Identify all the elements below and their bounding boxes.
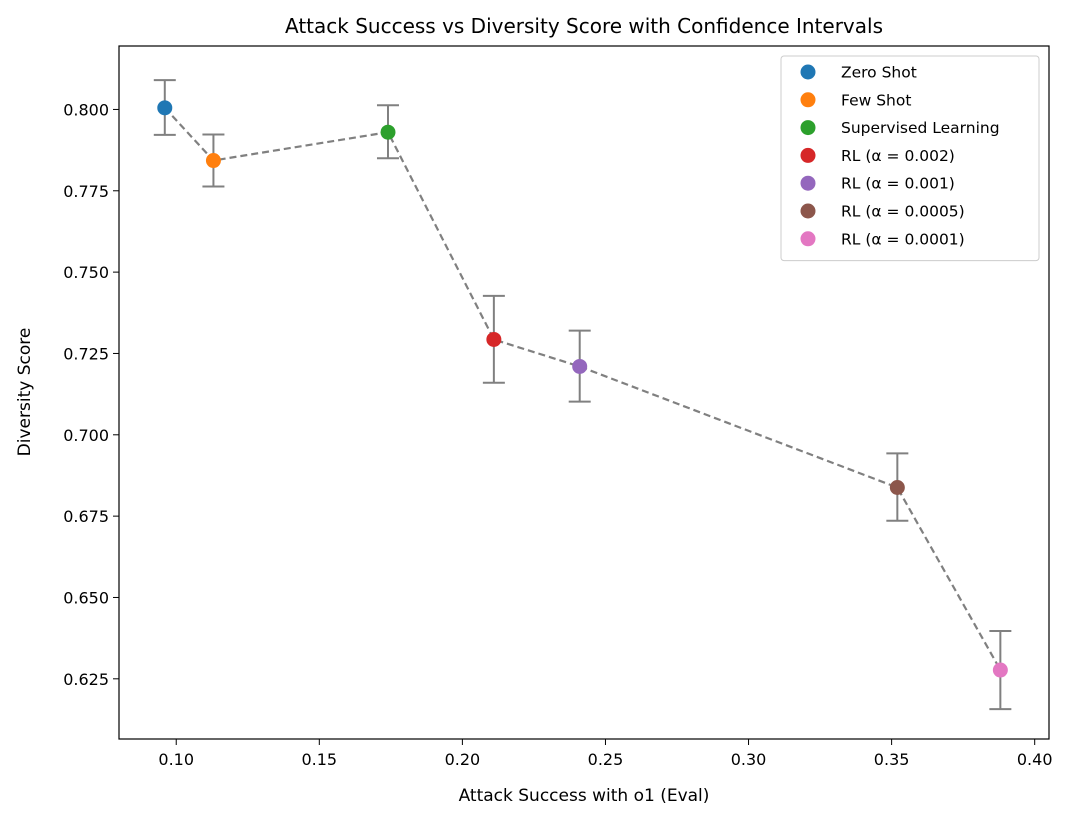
- legend-marker: [800, 231, 816, 247]
- legend-marker: [800, 92, 816, 108]
- data-point: [889, 480, 905, 496]
- y-tick-label: 0.650: [63, 588, 109, 607]
- y-tick-label: 0.675: [63, 507, 109, 526]
- legend-marker: [800, 147, 816, 163]
- legend-item: RL (α = 0.002): [800, 147, 955, 165]
- legend-marker: [800, 120, 816, 136]
- x-tick-label: 0.40: [1017, 750, 1053, 769]
- y-tick-label: 0.700: [63, 426, 109, 445]
- data-point: [157, 100, 173, 116]
- y-axis-label: Diversity Score: [15, 328, 35, 457]
- x-tick-label: 0.20: [445, 750, 481, 769]
- plot-area: 0.10 0.15 0.20 0.25 0.30 0.35 0.40 0.625 0.650 0.…: [63, 45, 1053, 769]
- data-point: [205, 153, 221, 169]
- y-tick-label: 0.800: [63, 100, 109, 119]
- chart-title: Attack Success vs Diversity Score with C…: [285, 14, 883, 38]
- legend-item: RL (α = 0.0001): [800, 230, 965, 248]
- data-point: [486, 331, 502, 347]
- legend-box: [780, 55, 1040, 262]
- legend-label: RL (α = 0.002): [841, 147, 955, 165]
- data-point: [992, 662, 1008, 678]
- legend-item: Supervised Learning: [800, 119, 1000, 137]
- legend: Zero Shot Few Shot Supervised Learning RL (…: [780, 55, 1040, 262]
- legend-item: Zero Shot: [800, 64, 917, 82]
- legend-label: RL (α = 0.0005): [841, 203, 965, 221]
- x-tick-label: 0.25: [588, 750, 624, 769]
- legend-label: Zero Shot: [841, 64, 917, 82]
- x-tick-label: 0.10: [158, 750, 194, 769]
- legend-label: RL (α = 0.0001): [841, 230, 965, 248]
- legend-item: RL (α = 0.0005): [800, 203, 965, 221]
- legend-label: RL (α = 0.001): [841, 175, 955, 193]
- data-point: [572, 358, 588, 374]
- legend-label: Supervised Learning: [841, 119, 1000, 137]
- x-tick-label: 0.35: [874, 750, 910, 769]
- y-tick-label: 0.750: [63, 263, 109, 282]
- legend-marker: [800, 203, 816, 219]
- y-tick-label: 0.625: [63, 670, 109, 689]
- plot-frame: [118, 45, 1050, 740]
- x-tick-label: 0.15: [301, 750, 337, 769]
- y-tick-label: 0.775: [63, 182, 109, 201]
- data-point: [380, 124, 396, 140]
- legend-item: RL (α = 0.001): [800, 175, 955, 193]
- x-axis-label: Attack Success with o1 (Eval): [459, 786, 710, 806]
- legend-marker: [800, 175, 816, 191]
- legend-label: Few Shot: [841, 91, 911, 109]
- y-tick-label: 0.725: [63, 344, 109, 363]
- legend-marker: [800, 64, 816, 80]
- legend-item: Few Shot: [800, 91, 911, 109]
- x-tick-label: 0.30: [731, 750, 767, 769]
